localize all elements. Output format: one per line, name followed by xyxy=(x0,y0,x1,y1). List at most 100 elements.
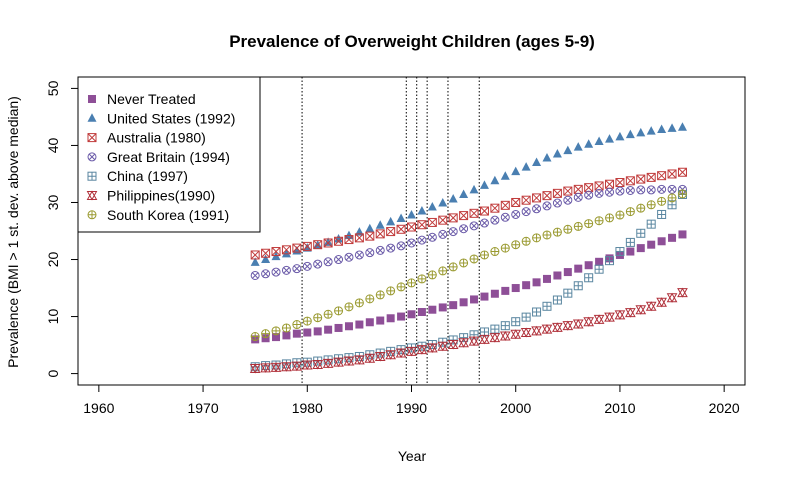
data-point xyxy=(657,237,666,246)
data-point xyxy=(271,326,281,336)
data-point xyxy=(396,213,406,222)
data-point xyxy=(407,310,416,319)
data-point xyxy=(614,309,626,320)
legend-item: United States (1992) xyxy=(87,110,235,126)
data-point xyxy=(489,332,501,343)
data-point xyxy=(87,152,97,162)
data-point xyxy=(572,318,584,329)
data-point xyxy=(334,236,344,246)
data-point xyxy=(459,224,469,234)
data-point xyxy=(386,227,396,237)
data-point xyxy=(250,332,260,342)
data-point xyxy=(344,302,354,312)
data-point xyxy=(584,139,594,148)
data-point xyxy=(521,312,531,322)
data-point xyxy=(459,189,469,198)
data-point xyxy=(365,223,375,233)
data-point xyxy=(375,220,385,229)
data-point xyxy=(437,341,449,352)
data-point xyxy=(354,354,365,365)
data-point xyxy=(261,334,270,343)
data-point xyxy=(553,271,562,280)
data-point xyxy=(520,327,532,338)
data-point xyxy=(87,210,97,220)
data-point xyxy=(563,195,573,205)
y-axis-label: Prevalence (BMI > 1 st. dev. above media… xyxy=(5,96,21,368)
data-point xyxy=(500,171,510,180)
data-point xyxy=(281,323,291,333)
data-point xyxy=(416,344,428,355)
data-point xyxy=(501,286,510,295)
data-point xyxy=(281,265,291,275)
data-point xyxy=(386,243,396,253)
data-point xyxy=(584,183,594,193)
data-point xyxy=(584,190,594,200)
data-point xyxy=(428,305,437,314)
data-point xyxy=(615,178,625,188)
y-tick-label: 0 xyxy=(45,369,61,377)
data-point xyxy=(573,192,583,202)
data-point xyxy=(459,258,469,268)
data-point xyxy=(291,361,303,372)
data-point xyxy=(344,252,354,262)
x-tick-label: 2020 xyxy=(709,400,740,416)
data-point xyxy=(646,185,656,195)
data-point xyxy=(657,184,667,194)
data-point xyxy=(302,241,312,251)
data-point xyxy=(636,244,645,253)
data-point xyxy=(322,358,334,369)
data-point xyxy=(646,219,656,229)
data-point xyxy=(593,314,605,325)
data-point xyxy=(479,180,489,189)
data-point xyxy=(407,238,416,248)
data-point xyxy=(562,320,574,331)
data-point xyxy=(292,245,302,255)
series-6 xyxy=(250,189,687,342)
data-point xyxy=(500,321,510,331)
data-point xyxy=(532,193,542,203)
data-point xyxy=(281,245,291,255)
data-point xyxy=(500,212,510,222)
data-point xyxy=(521,236,531,246)
data-point xyxy=(407,222,416,232)
data-point xyxy=(364,353,376,364)
series-4 xyxy=(250,189,687,372)
data-point xyxy=(594,216,604,226)
data-point xyxy=(344,235,354,245)
data-point xyxy=(552,198,562,208)
data-point xyxy=(636,203,646,213)
data-point xyxy=(354,298,364,308)
data-point xyxy=(500,200,510,210)
data-point xyxy=(605,256,615,266)
data-point xyxy=(490,215,500,225)
data-point xyxy=(584,273,594,283)
data-point xyxy=(468,336,480,347)
legend-item: Never Treated xyxy=(88,91,196,107)
data-point xyxy=(417,206,427,215)
legend-box xyxy=(77,76,261,233)
reference-lines xyxy=(301,77,480,385)
data-point xyxy=(595,257,604,266)
data-point xyxy=(313,259,323,269)
data-point xyxy=(355,320,364,329)
data-point xyxy=(365,231,375,241)
data-point xyxy=(88,95,96,103)
data-point xyxy=(542,152,552,162)
data-point xyxy=(375,245,385,255)
data-point xyxy=(417,307,426,316)
data-point xyxy=(678,230,687,239)
data-point xyxy=(625,186,635,196)
data-point xyxy=(87,171,97,181)
x-tick-label: 1980 xyxy=(292,400,323,416)
data-point xyxy=(563,268,572,277)
series-1 xyxy=(250,122,687,266)
data-point xyxy=(605,213,615,223)
data-point xyxy=(365,294,375,304)
data-point xyxy=(386,314,395,323)
data-point xyxy=(583,316,595,327)
data-point xyxy=(594,264,604,274)
data-point xyxy=(521,195,531,205)
data-point xyxy=(552,149,562,158)
y-tick-label: 50 xyxy=(45,80,61,96)
data-point xyxy=(668,233,677,242)
